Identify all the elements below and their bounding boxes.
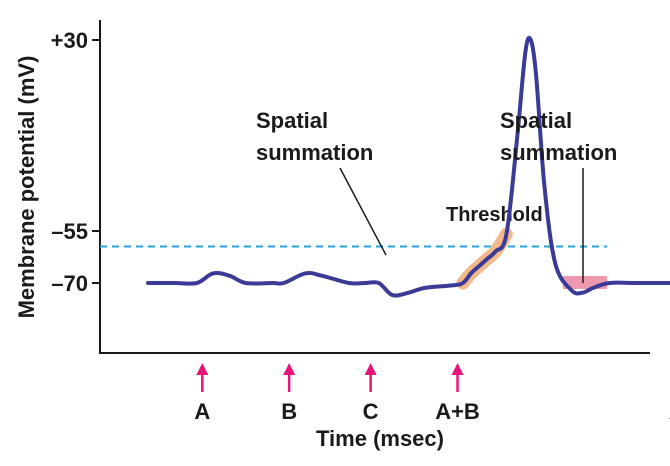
stimulus-label-4: A+C bbox=[669, 399, 670, 424]
annotation-ab: Spatial summation bbox=[256, 108, 373, 165]
threshold-label: Threshold bbox=[446, 204, 543, 226]
annotation-leader-ab bbox=[339, 167, 387, 256]
annotation-ab-line1: Spatial bbox=[256, 108, 328, 133]
stimulus-4: A+C bbox=[669, 399, 670, 424]
stimulus-arrow-head-0 bbox=[196, 363, 209, 375]
annotation-ac-line2: summation bbox=[500, 140, 617, 165]
stimulus-1: B bbox=[281, 363, 297, 424]
y-tick-label-0: +30 bbox=[51, 28, 88, 53]
stimulus-3: A+B bbox=[435, 363, 480, 424]
stimulus-arrow-head-3 bbox=[451, 363, 464, 375]
stimulus-0: A bbox=[194, 363, 210, 424]
membrane-potential-trace bbox=[146, 35, 670, 298]
y-tick-label-2: –70 bbox=[51, 271, 88, 296]
x-axis-title: Time (msec) bbox=[316, 426, 444, 451]
stimulus-arrow-head-2 bbox=[364, 363, 377, 375]
y-tick-0: +30 bbox=[51, 28, 100, 53]
stimulus-label-2: C bbox=[363, 399, 379, 424]
annotation-ac-line1: Spatial bbox=[500, 108, 572, 133]
y-tick-label-1: –55 bbox=[51, 219, 88, 244]
y-tick-2: –70 bbox=[51, 271, 100, 296]
stimulus-markers: A B C A+B A+C bbox=[194, 363, 670, 424]
stimulus-2: C bbox=[363, 363, 379, 424]
y-tick-1: –55 bbox=[51, 219, 100, 244]
stimulus-label-0: A bbox=[194, 399, 210, 424]
stimulus-label-3: A+B bbox=[435, 399, 480, 424]
y-axis-title: Membrane potential (mV) bbox=[14, 56, 39, 319]
stimulus-arrow-head-1 bbox=[283, 363, 296, 375]
annotation-ac: Spatial summation bbox=[500, 108, 617, 165]
stimulus-label-1: B bbox=[281, 399, 297, 424]
annotation-ab-line2: summation bbox=[256, 140, 373, 165]
